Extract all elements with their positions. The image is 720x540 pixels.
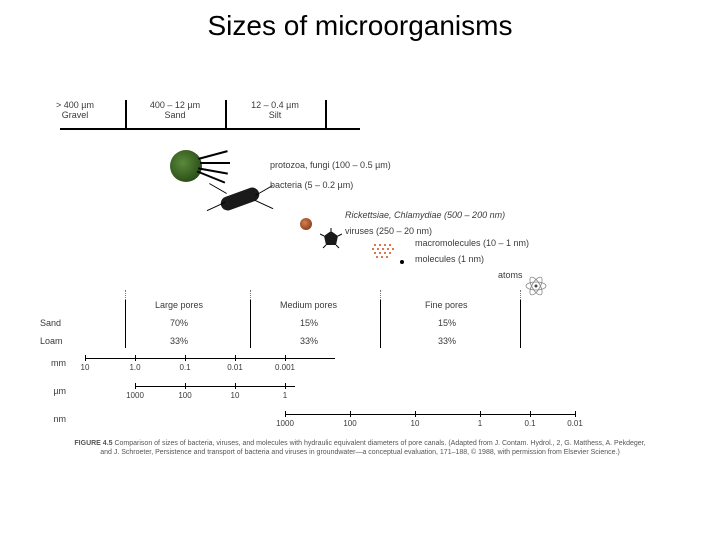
scale-tick [285,355,286,361]
protozoa-label: protozoa, fungi (100 – 0.5 µm) [270,160,391,170]
bacteria-flag-d [255,200,274,209]
pore-loam-medium: 33% [300,336,318,346]
scale-tick-label: 1.0 [115,363,155,372]
scale-tick-label: 10 [395,419,435,428]
scale-tick-label: 100 [165,391,205,400]
scale-nm-unit: nm [38,414,66,424]
pore-row-loam: Loam [40,336,63,346]
hdr-gravel: > 400 µm Gravel [30,100,120,120]
scale-tick [350,411,351,417]
scale-tick-label: 1000 [265,419,305,428]
bacteria-label: bacteria (5 – 0.2 µm) [270,180,353,190]
scale-tick-label: 0.001 [265,363,305,372]
scale-tick [285,383,286,389]
scale-tick-label: 1 [265,391,305,400]
scale-tick [480,411,481,417]
figure-ref: FIGURE 4.5 [74,440,112,447]
figure-caption-text: Comparison of sizes of bacteria, viruses… [100,440,645,456]
protozoa-icon [170,150,202,182]
scale-tick-label: 1 [460,419,500,428]
molecules-icon [400,260,404,264]
scale-um-line [135,386,295,387]
protozoa-flagellum-2 [200,162,230,164]
hdr-silt-name: Silt [230,110,320,120]
hdr-silt: 12 – 0.4 µm Silt [230,100,320,120]
hdr-sand-name: Sand [130,110,220,120]
header-divider-3 [325,100,327,128]
pore-row-sand: Sand [40,318,61,328]
scale-tick [575,411,576,417]
scale-tick [530,411,531,417]
scale-tick-label: 0.01 [555,419,595,428]
pore-vline-3 [380,300,381,348]
hdr-sand: 400 – 12 µm Sand [130,100,220,120]
virus-icon [320,228,342,250]
header-divider-2 [225,100,227,128]
figure-caption: FIGURE 4.5 Comparison of sizes of bacter… [70,440,650,458]
macromolecules-label: macromolecules (10 – 1 nm) [415,238,529,248]
figure-4-5: > 400 µm Gravel 400 – 12 µm Sand 12 – 0.… [70,100,650,480]
pore-vline-1 [125,300,126,348]
pore-col-large: Large pores [155,300,203,310]
rickettsiae-label: Rickettsiae, Chlamydiae (500 – 200 nm) [345,210,505,220]
scale-tick [415,411,416,417]
scale-tick [235,383,236,389]
bacteria-flag-a [209,183,227,194]
pore-col-fine: Fine pores [425,300,468,310]
scale-tick [135,355,136,361]
pore-vline-2 [250,300,251,348]
pore-vline-4 [520,300,521,348]
atoms-label: atoms [498,270,523,280]
hdr-silt-size: 12 – 0.4 µm [230,100,320,110]
molecules-label: molecules (1 nm) [415,254,484,264]
scale-tick-label: 0.01 [215,363,255,372]
header-underline [60,128,360,130]
hdr-sand-size: 400 – 12 µm [130,100,220,110]
scale-nm-line [285,414,575,415]
hdr-gravel-size: > 400 µm [30,100,120,110]
scale-tick-label: 100 [330,419,370,428]
scale-tick-label: 0.1 [510,419,550,428]
page-title: Sizes of microorganisms [0,10,720,42]
scale-um-unit: µm [38,386,66,396]
scale-tick [285,411,286,417]
pore-loam-fine: 33% [438,336,456,346]
scale-tick [185,355,186,361]
pore-sand-large: 70% [170,318,188,328]
scale-tick-label: 10 [215,391,255,400]
atom-icon [525,275,547,297]
protozoa-flagellum-1 [198,150,227,160]
rickettsiae-icon [300,218,312,230]
scale-mm-line [85,358,335,359]
scale-tick-label: 10 [65,363,105,372]
pore-sand-fine: 15% [438,318,456,328]
hdr-gravel-name: Gravel [30,110,120,120]
header-divider-1 [125,100,127,128]
pore-loam-large: 33% [170,336,188,346]
scale-mm-unit: mm [38,358,66,368]
pore-col-medium: Medium pores [280,300,337,310]
scale-tick [185,383,186,389]
viruses-label: viruses (250 – 20 nm) [345,226,432,236]
scale-tick [135,383,136,389]
macromolecules-icon [372,244,400,262]
scale-tick-label: 0.1 [165,363,205,372]
scale-tick [235,355,236,361]
scale-tick [85,355,86,361]
sediment-header: > 400 µm Gravel 400 – 12 µm Sand 12 – 0.… [70,100,650,134]
pore-sand-medium: 15% [300,318,318,328]
scale-tick-label: 1000 [115,391,155,400]
